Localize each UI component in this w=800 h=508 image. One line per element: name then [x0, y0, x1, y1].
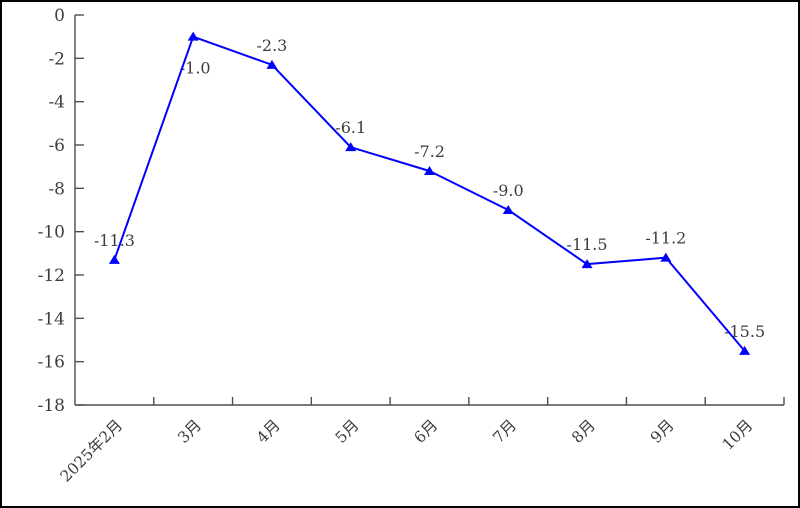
x-axis-category-label: 8月 [568, 416, 599, 447]
data-point-label: -11.3 [94, 231, 135, 250]
data-point-label: -11.2 [645, 229, 686, 248]
y-axis-tick-label: -8 [48, 179, 65, 199]
data-point-marker [424, 166, 435, 175]
data-point-marker [187, 31, 199, 41]
x-axis-category-label: 2025年2月 [57, 416, 127, 486]
x-axis-category-label: 9月 [647, 416, 678, 447]
y-axis-tick-label: -16 [38, 353, 65, 373]
y-axis-tick-label: -18 [38, 396, 65, 416]
y-axis-tick-label: -6 [48, 136, 65, 156]
data-point-marker [108, 254, 120, 264]
data-point-marker [581, 259, 593, 269]
series-line [113, 35, 746, 352]
y-axis-tick-label: -10 [38, 223, 65, 243]
data-point-marker [660, 252, 672, 262]
data-point-label: -9.0 [493, 181, 524, 200]
y-axis-tick-label: -14 [38, 309, 65, 329]
y-axis-tick-label: -2 [48, 49, 65, 69]
data-point-marker [739, 345, 751, 355]
data-point-marker [266, 59, 278, 69]
x-axis-category-label: 10月 [719, 416, 757, 454]
data-point-label: -7.2 [414, 142, 445, 161]
y-axis-tick-label: -4 [48, 93, 65, 113]
y-axis-tick-label: 0 [54, 6, 65, 26]
data-point-label: -11.5 [567, 235, 608, 254]
x-axis-category-label: 4月 [253, 416, 284, 447]
data-point-label: -1.0 [180, 59, 211, 78]
x-axis-category-label: 7月 [489, 416, 520, 447]
data-point-marker [345, 142, 357, 152]
x-axis-category-label: 3月 [174, 416, 205, 447]
data-point-label: -6.1 [335, 118, 366, 137]
data-point-label: -2.3 [257, 36, 288, 55]
data-point-marker [502, 205, 514, 214]
y-axis-tick-label: -12 [38, 266, 65, 286]
data-point-label: -15.5 [724, 322, 765, 341]
x-axis-category-label: 5月 [332, 416, 363, 447]
x-axis-category-label: 6月 [411, 416, 442, 447]
